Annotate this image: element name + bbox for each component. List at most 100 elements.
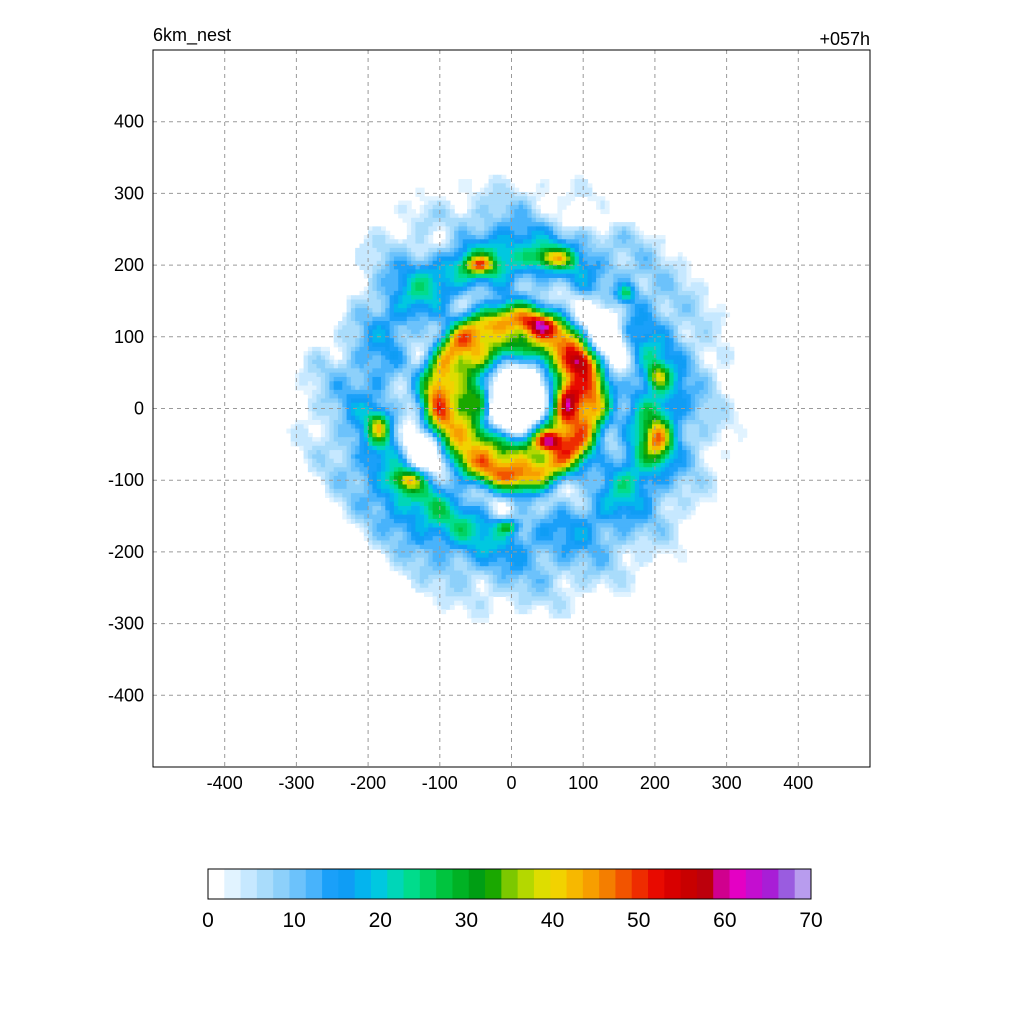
field-cell [660, 385, 666, 391]
field-cell [660, 273, 666, 279]
field-cell [583, 411, 589, 417]
field-cell [342, 359, 348, 365]
field-cell [381, 394, 386, 400]
field-cell [303, 372, 309, 378]
field-cell [716, 338, 722, 344]
field-cell [398, 398, 404, 404]
field-cell [419, 359, 425, 365]
field-cell [682, 437, 688, 443]
field-cell [677, 308, 683, 314]
field-cell [600, 234, 606, 240]
field-cell [574, 398, 580, 404]
field-cell [406, 260, 412, 266]
field-cell [673, 402, 679, 408]
field-cell [385, 273, 391, 279]
field-cell [479, 329, 485, 335]
field-cell [411, 372, 417, 378]
field-cell [716, 364, 722, 369]
field-cell [303, 419, 309, 425]
field-cell [561, 462, 567, 468]
field-cell [402, 329, 408, 335]
field-cell [505, 209, 511, 215]
field-cell [656, 269, 662, 275]
field-cell [587, 450, 593, 455]
field-cell [488, 372, 494, 378]
field-cell [475, 290, 481, 296]
field-cell [419, 312, 425, 318]
field-cell [510, 346, 515, 352]
field-cell [475, 222, 481, 227]
field-cell [557, 376, 563, 382]
field-cell [609, 234, 614, 240]
field-cell [290, 441, 296, 447]
field-cell [535, 432, 541, 438]
field-cell [664, 359, 670, 365]
field-cell [445, 368, 451, 374]
field-cell [634, 381, 640, 387]
field-cell [548, 437, 554, 443]
field-cell [337, 372, 343, 378]
field-cell [553, 260, 558, 266]
field-cell [587, 462, 593, 468]
field-cell [484, 234, 490, 240]
field-cell [656, 273, 662, 279]
field-cell [458, 230, 464, 236]
field-cell [669, 441, 675, 447]
field-cell [570, 462, 576, 468]
field-cell [677, 282, 683, 288]
field-cell [505, 269, 511, 275]
field-cell [424, 230, 429, 236]
field-cell [505, 179, 511, 184]
field-cell [359, 389, 365, 395]
field-cell [449, 338, 455, 344]
field-cell [604, 239, 610, 245]
field-cell [471, 398, 477, 404]
field-cell [548, 252, 554, 258]
field-cell [690, 329, 696, 335]
field-cell [574, 295, 580, 301]
field-cell [372, 355, 378, 361]
field-cell [501, 303, 507, 309]
field-cell [677, 415, 683, 421]
field-cell [626, 290, 632, 296]
field-cell [398, 312, 404, 318]
field-cell [596, 372, 602, 378]
field-cell [406, 385, 412, 391]
field-cell [333, 441, 339, 447]
field-cell [518, 321, 524, 326]
field-cell [441, 398, 447, 404]
field-cell [656, 462, 662, 468]
field-cell [583, 247, 589, 253]
field-cell [574, 458, 580, 464]
field-cell [639, 303, 645, 309]
field-cell [664, 389, 670, 395]
field-cell [695, 364, 700, 369]
field-cell [639, 239, 645, 245]
field-cell [660, 247, 666, 253]
field-cell [544, 222, 550, 227]
field-cell [583, 407, 589, 412]
field-cell [359, 462, 365, 468]
field-cell [467, 432, 472, 438]
field-cell [522, 286, 528, 292]
field-cell [462, 355, 468, 361]
field-cell [325, 355, 330, 361]
field-cell [471, 196, 477, 202]
field-cell [591, 269, 597, 275]
field-cell [660, 351, 666, 357]
field-cell [419, 346, 425, 352]
field-cell [325, 437, 330, 443]
field-cell [398, 265, 404, 270]
field-cell [497, 321, 503, 326]
field-cell [419, 282, 425, 288]
field-cell [621, 303, 627, 309]
field-cell [389, 398, 395, 404]
field-cell [531, 308, 537, 314]
field-cell [471, 419, 477, 425]
field-cell [540, 338, 546, 344]
field-cell [660, 308, 666, 314]
field-cell [479, 364, 485, 369]
field-cell [350, 351, 356, 357]
field-cell [479, 321, 485, 326]
field-cell [501, 441, 507, 447]
